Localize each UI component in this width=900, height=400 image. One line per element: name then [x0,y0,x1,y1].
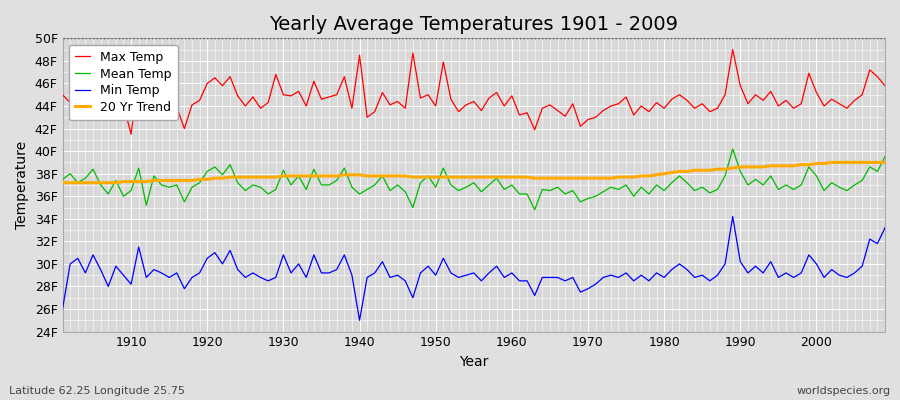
Max Temp [293,89,304,94]
Min Temp [879,226,890,230]
Min Temp [514,278,525,283]
Mean Temp [499,187,509,192]
Max Temp [606,104,616,108]
Text: worldspecies.org: worldspecies.org [796,386,891,396]
X-axis label: Year: Year [459,355,489,369]
Mean Temp [57,177,68,182]
Min Temp [57,307,68,312]
Mean Temp [118,194,129,199]
Max Temp [118,102,129,107]
Line: 20 Yr Trend: 20 Yr Trend [62,162,885,183]
Legend: Max Temp, Mean Temp, Min Temp, 20 Yr Trend: Max Temp, Mean Temp, Min Temp, 20 Yr Tre… [68,44,178,120]
Min Temp [285,270,296,275]
Line: Max Temp: Max Temp [62,50,885,134]
Title: Yearly Average Temperatures 1901 - 2009: Yearly Average Temperatures 1901 - 2009 [269,15,679,34]
Min Temp [118,273,129,278]
20 Yr Trend [331,174,342,178]
Line: Min Temp: Min Temp [62,216,885,320]
Mean Temp [727,146,738,151]
Min Temp [727,214,738,219]
Max Temp [126,132,137,137]
Max Temp [507,94,517,98]
Mean Temp [285,182,296,187]
20 Yr Trend [879,160,890,165]
20 Yr Trend [57,180,68,185]
Max Temp [879,83,890,88]
Mean Temp [529,207,540,212]
20 Yr Trend [507,175,517,180]
Line: Mean Temp: Mean Temp [62,149,885,210]
Mean Temp [606,185,616,190]
Mean Temp [331,178,342,183]
Min Temp [606,273,616,278]
20 Yr Trend [118,179,129,184]
Min Temp [507,270,517,275]
Text: Latitude 62.25 Longitude 25.75: Latitude 62.25 Longitude 25.75 [9,386,185,396]
Mean Temp [879,154,890,159]
Y-axis label: Temperature: Temperature [15,141,29,229]
Max Temp [727,47,738,52]
Max Temp [57,92,68,97]
Max Temp [339,74,350,79]
Mean Temp [507,182,517,187]
20 Yr Trend [826,160,837,165]
20 Yr Trend [499,175,509,180]
Max Temp [514,113,525,118]
Min Temp [331,267,342,272]
20 Yr Trend [598,176,608,180]
Min Temp [354,318,364,323]
20 Yr Trend [285,174,296,178]
